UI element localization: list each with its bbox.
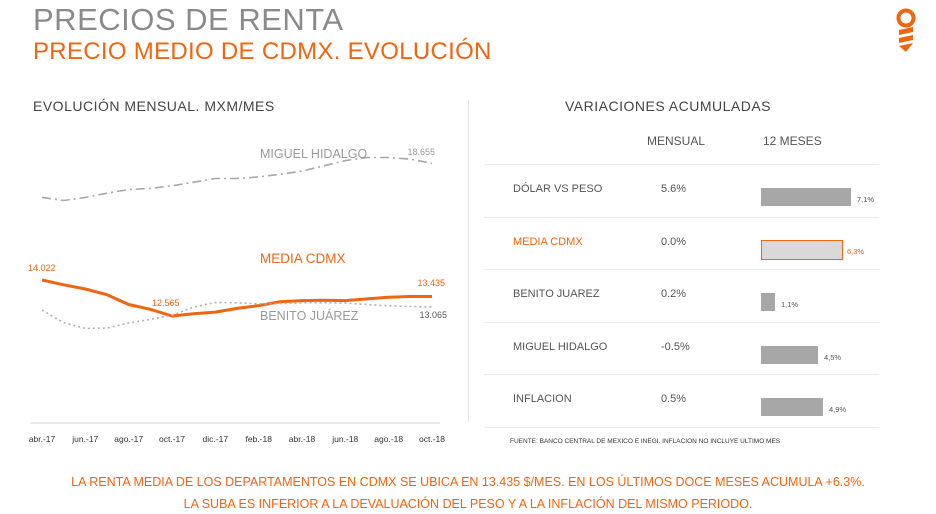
series-name-miguel-hidalgo: MIGUEL HIDALGO: [260, 147, 367, 161]
x-tick-label: jun.-18: [331, 434, 358, 444]
footer-line-2: LA SUBA ES INFERIOR A LA DEVALUACIÓN DEL…: [183, 497, 753, 511]
row-label: MEDIA CDMX: [513, 235, 583, 248]
row-monthly-value: 0.2%: [661, 288, 687, 300]
data-label-media-cdmx-first: 14.022: [28, 263, 56, 273]
column-divider: [468, 100, 469, 422]
line-chart-heading: EVOLUCIÓN MENSUAL. MXM/MES: [33, 98, 275, 114]
twelve-month-bar-label: 6,3%: [847, 246, 865, 256]
series-name-media-cdmx: MEDIA CDMX: [260, 251, 346, 266]
row-monthly-value: 5.6%: [661, 183, 687, 195]
table-row: INFLACION 0.5% 4,9%: [484, 374, 879, 428]
x-tick-label: ago.-17: [114, 434, 143, 444]
twelve-month-bar: [761, 345, 818, 364]
twelve-month-column-header: 12 MESES: [763, 134, 822, 148]
line-chart: MIGUEL HIDALGO 18.655 MEDIA CDMX 14.022 12.5…: [28, 147, 447, 444]
x-tick-label: oct.-17: [159, 434, 185, 444]
twelve-month-bar-label: 4,5%: [824, 352, 842, 362]
twelve-month-bar: [761, 398, 823, 416]
data-label-benito-juarez-last: 13.065: [419, 310, 447, 320]
table-row: BENITO JUAREZ 0.2% 1,1%: [484, 269, 879, 322]
x-tick-label: abr.-17: [29, 434, 56, 444]
x-tick-label: abr.-18: [289, 434, 316, 444]
x-tick-label: dic.-17: [203, 434, 229, 444]
twelve-month-bar: [761, 239, 843, 260]
x-tick-label: feb.-18: [245, 434, 272, 444]
series-line-1: [41, 278, 432, 318]
row-label: MIGUEL HIDALGO: [513, 340, 608, 353]
data-label-media-cdmx-last: 13.435: [417, 278, 445, 288]
location-pin-logo-icon: [896, 8, 916, 52]
x-tick-label: ago.-18: [374, 434, 403, 444]
row-label: DÓLAR VS PESO: [513, 183, 603, 195]
twelve-month-bar-label: 7,1%: [857, 195, 875, 204]
source-note: FUENTE: BANCO CENTRAL DE MEXICO E INEGI.…: [510, 438, 781, 445]
row-monthly-value: 0.0%: [661, 235, 687, 248]
page-title: PRECIOS DE RENTA: [33, 2, 344, 37]
twelve-month-bar: [761, 188, 851, 206]
monthly-column-header: MENSUAL: [647, 134, 706, 148]
table-row: MEDIA CDMX 0.0% 6,3%: [484, 216, 879, 270]
table-row: DÓLAR VS PESO 5.6% 7,1%: [484, 164, 879, 217]
page-subtitle: PRECIO MEDIO DE CDMX. EVOLUCIÓN: [33, 38, 492, 65]
row-monthly-value: -0.5%: [661, 340, 690, 353]
variations-heading: VARIACIONES ACUMULADAS: [565, 98, 772, 114]
twelve-month-bar-label: 4,9%: [829, 405, 847, 414]
table-row: MIGUEL HIDALGO -0.5% 4,5%: [484, 321, 879, 375]
data-label-miguel-hidalgo-last: 18.655: [407, 147, 435, 157]
series-line-0: [41, 156, 433, 202]
row-label: BENITO JUAREZ: [513, 288, 600, 300]
row-monthly-value: 0.5%: [661, 393, 687, 405]
x-tick-label: oct.-18: [419, 434, 445, 444]
twelve-month-bar-label: 1,1%: [781, 300, 799, 309]
series-line-2: [41, 301, 433, 330]
series-name-benito-juarez: BENITO JUÁREZ: [260, 308, 359, 323]
x-tick-label: jun.-17: [71, 434, 98, 444]
footer-line-1: LA RENTA MEDIA DE LOS DEPARTAMENTOS EN C…: [71, 475, 865, 489]
data-label-media-cdmx-min: 12.565: [152, 298, 180, 308]
row-label: INFLACION: [513, 393, 572, 405]
twelve-month-bar: [761, 293, 775, 311]
